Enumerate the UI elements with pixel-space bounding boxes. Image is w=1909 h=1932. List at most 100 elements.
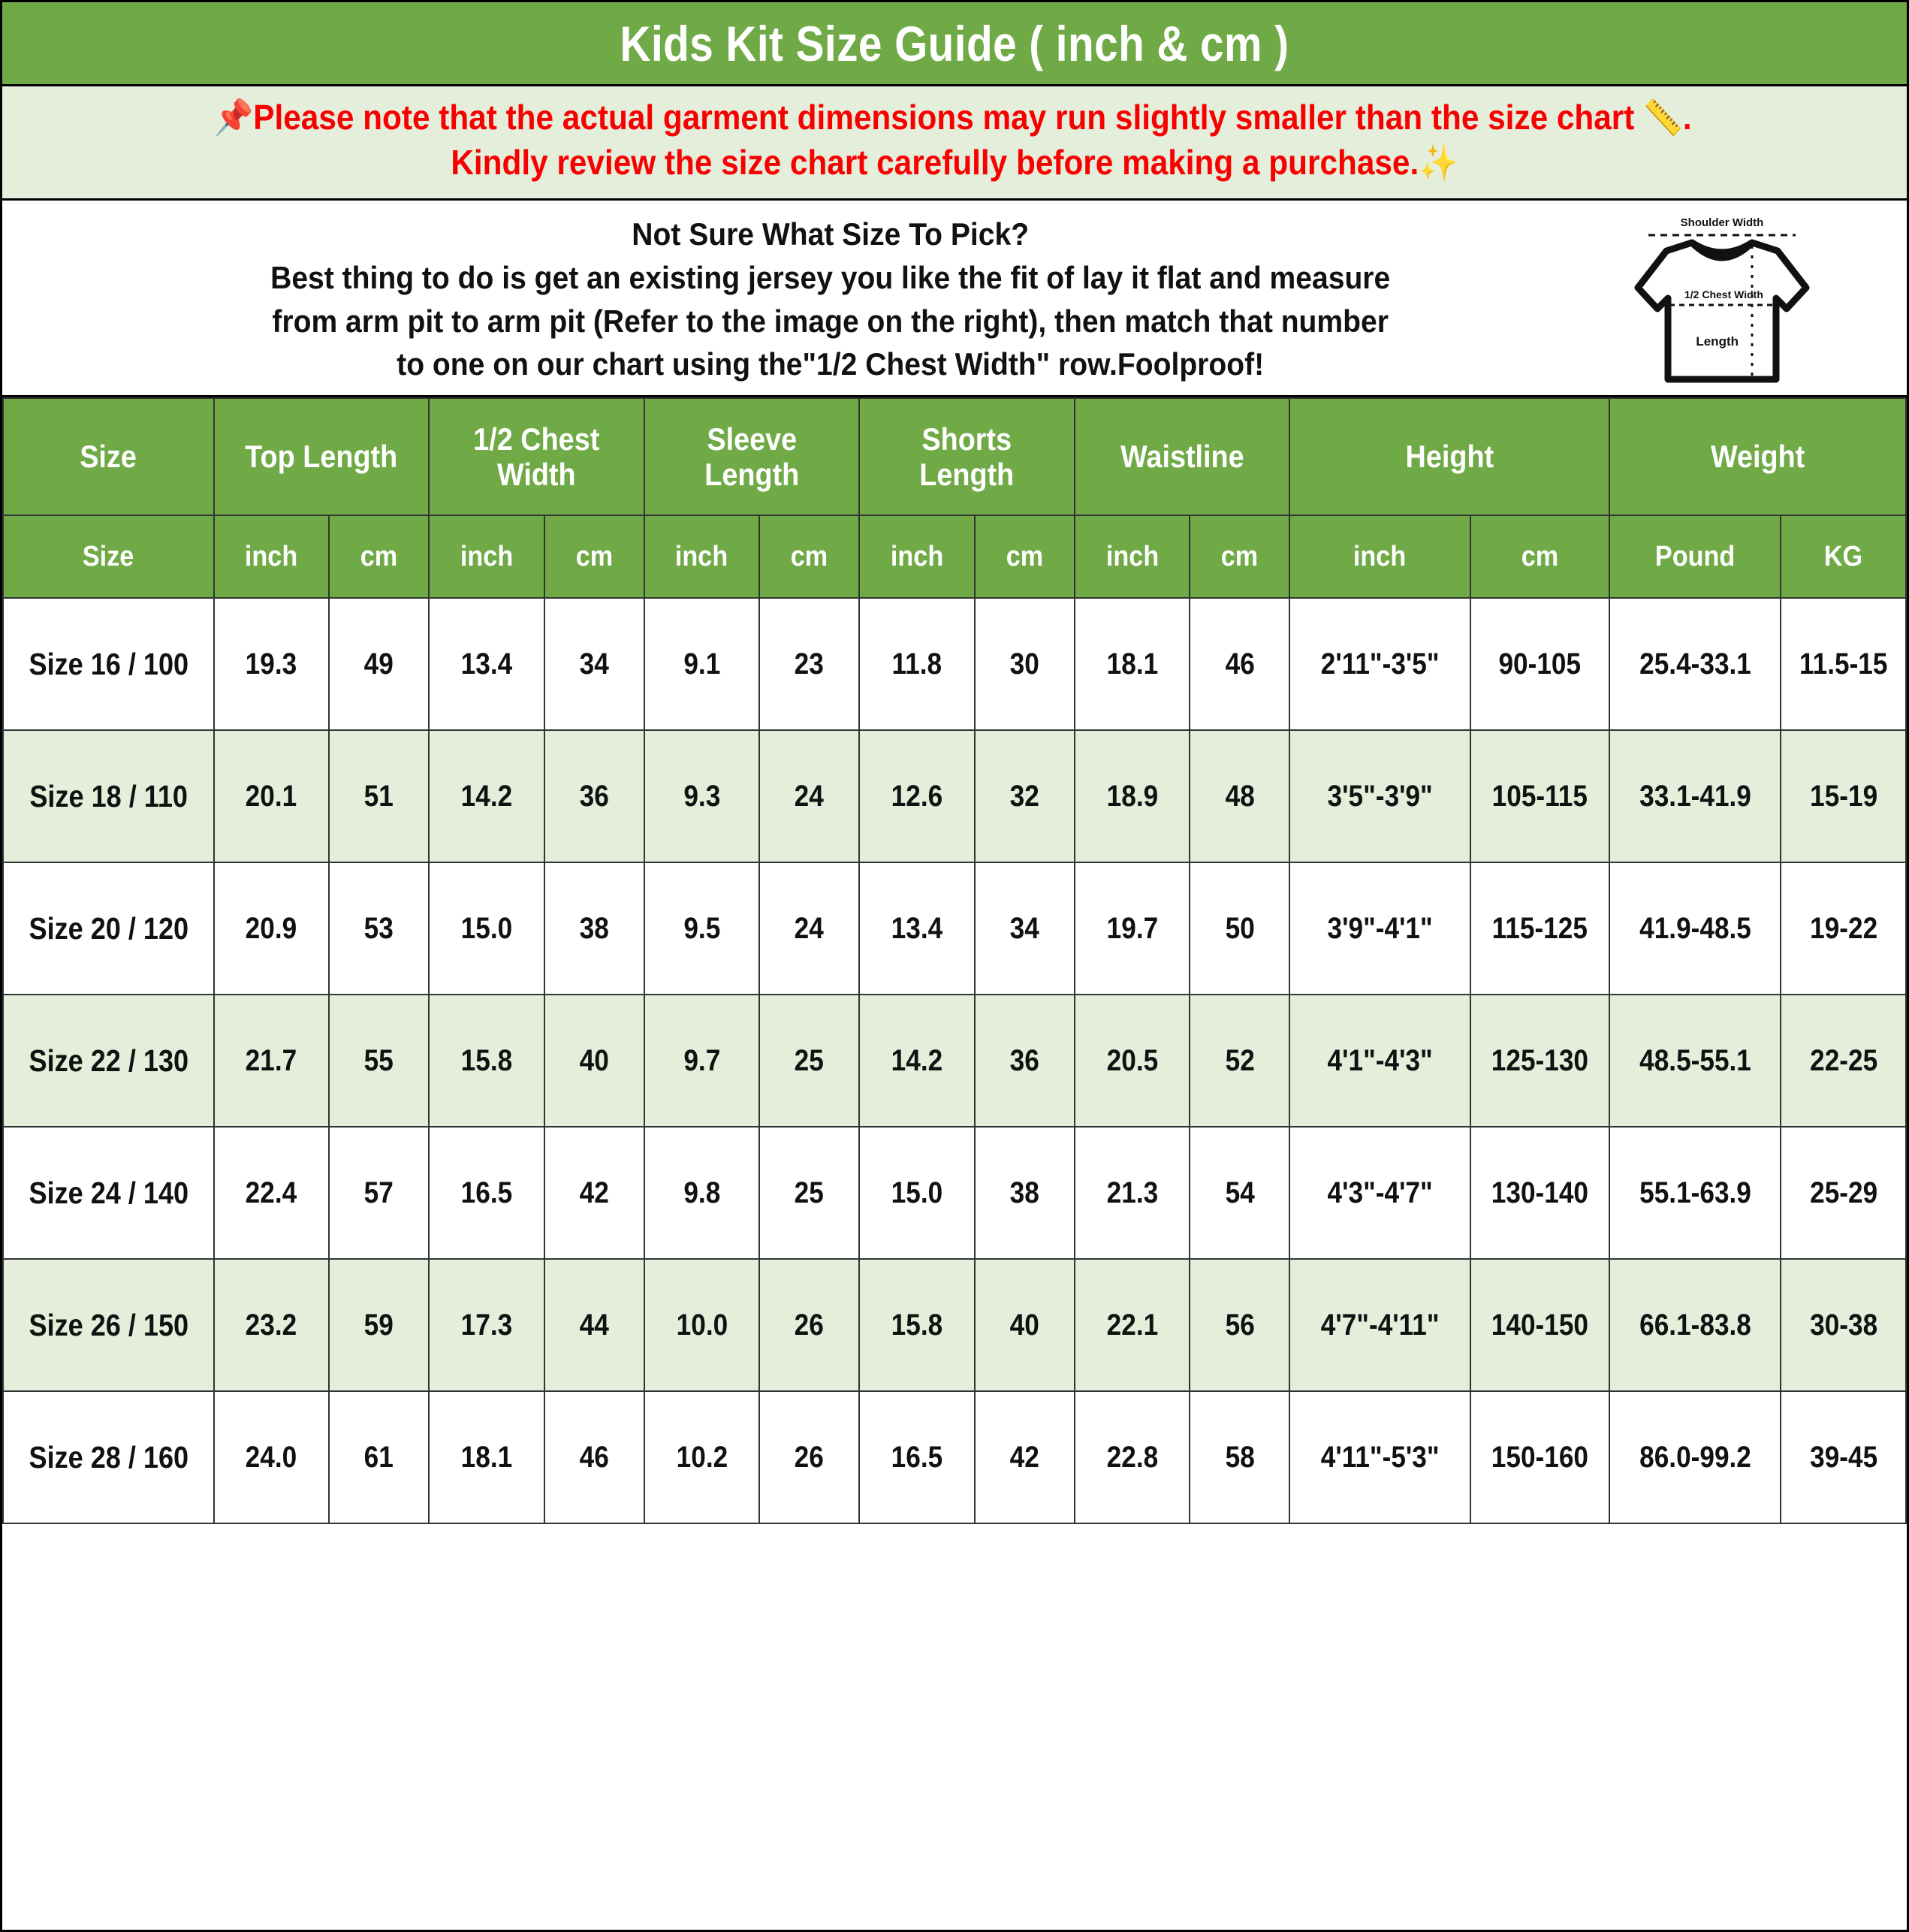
unit-header-4: cm: [543, 515, 645, 599]
row-size-label: Size 28 / 160: [2, 1390, 215, 1524]
cell-value: 15.0: [891, 1176, 943, 1209]
unit-header-11: inch: [1289, 515, 1471, 599]
table-cell: 26: [758, 1258, 861, 1392]
table-cell: 9.7: [643, 994, 761, 1128]
group-header-waistline: Waistline: [1073, 397, 1291, 516]
cell-value: 52: [1225, 1043, 1255, 1077]
notice-line-2: Kindly review the size chart carefully b…: [451, 140, 1458, 186]
unit-header-label: cm: [1221, 540, 1259, 572]
cell-value: 9.1: [683, 647, 720, 681]
table-cell: 15.0: [428, 862, 545, 995]
info-line-1: Best thing to do is get an existing jers…: [270, 259, 1391, 295]
table-cell: 30: [973, 597, 1075, 731]
group-header-label: Height: [1405, 439, 1494, 475]
row-size-label: Size 22 / 130: [2, 994, 215, 1128]
table-cell: 3'9"-4'1": [1289, 862, 1471, 995]
row-size-label: Size 26 / 150: [2, 1258, 215, 1392]
unit-header-label: cm: [1521, 540, 1559, 572]
tshirt-outline-icon: [1634, 239, 1810, 383]
row-size-label: Size 18 / 110: [2, 729, 215, 863]
table-cell: 15.8: [428, 994, 545, 1128]
cell-value: 14.2: [891, 1043, 943, 1077]
cell-value: 58: [1225, 1440, 1255, 1474]
cell-value: 10.0: [676, 1308, 728, 1342]
cell-value: 16.5: [460, 1176, 513, 1209]
cell-value: 15.0: [460, 911, 513, 945]
unit-header-10: cm: [1189, 515, 1291, 599]
cell-value: 13.4: [460, 647, 513, 681]
group-header-sleeve-length: Sleeve Length: [643, 397, 861, 516]
table-cell: 22.1: [1073, 1258, 1191, 1392]
table-cell: 49: [328, 597, 430, 731]
page-title: Kids Kit Size Guide ( inch & cm ): [620, 15, 1289, 71]
unit-header-label: inch: [890, 540, 944, 572]
table-cell: 24: [758, 729, 861, 863]
unit-header-label: cm: [791, 540, 828, 572]
table-cell: 20.5: [1073, 994, 1191, 1128]
pushpin-icon: 📌: [213, 97, 254, 137]
cell-value: 26: [795, 1308, 825, 1342]
info-line-3: to one on our chart using the"1/2 Chest …: [397, 346, 1265, 382]
cell-value: 2'11"-3'5": [1320, 647, 1440, 681]
cell-value: 14.2: [460, 779, 513, 813]
cell-value: 20.9: [246, 911, 297, 945]
table-cell: 115-125: [1469, 862, 1611, 995]
table-cell: 54: [1189, 1126, 1291, 1260]
cell-value: Size 20 / 120: [28, 910, 188, 946]
cell-value: 19-22: [1809, 911, 1877, 945]
table-cell: 105-115: [1469, 729, 1611, 863]
cell-value: Size 18 / 110: [29, 778, 188, 814]
cell-value: 18.1: [460, 1440, 513, 1474]
unit-header-label: inch: [1353, 540, 1407, 572]
unit-header-label: cm: [1006, 540, 1044, 572]
cell-value: 42: [579, 1176, 609, 1209]
table-head: Size Top Length 1/2 Chest Width Sleeve Leng…: [2, 397, 1907, 599]
cell-value: 21.3: [1106, 1176, 1158, 1209]
unit-header-0: Size: [2, 515, 215, 599]
table-cell: 20.1: [213, 729, 330, 863]
cell-value: 19.7: [1106, 911, 1158, 945]
table-cell: 40: [973, 1258, 1075, 1392]
table-cell: 24: [758, 862, 861, 995]
table-cell: 16.5: [858, 1390, 976, 1524]
table-cell: 2'11"-3'5": [1289, 597, 1471, 731]
table-cell: 3'5"-3'9": [1289, 729, 1471, 863]
row-size-label: Size 24 / 140: [2, 1126, 215, 1260]
table-cell: 36: [973, 994, 1075, 1128]
table-row: Size 24 / 140 22.4 57 16.5 42 9.8 25 15.0 38 21.3…: [2, 1126, 1907, 1260]
table-cell: 22-25: [1780, 994, 1907, 1128]
cell-value: 18.1: [1106, 647, 1158, 681]
unit-header-5: inch: [643, 515, 761, 599]
table-cell: 9.5: [643, 862, 761, 995]
table-row: Size 28 / 160 24.0 61 18.1 46 10.2 26 16.5 42 22.…: [2, 1390, 1907, 1524]
unit-header-label: KG: [1824, 540, 1863, 572]
table-cell: 42: [543, 1126, 645, 1260]
unit-header-label: Pound: [1655, 540, 1736, 572]
cell-value: 9.3: [683, 779, 720, 813]
cell-value: 36: [579, 779, 609, 813]
table-cell: 66.1-83.8: [1609, 1258, 1782, 1392]
table-cell: 19.3: [213, 597, 330, 731]
table-cell: 26: [758, 1390, 861, 1524]
cell-value: 16.5: [891, 1440, 943, 1474]
table-cell: 61: [328, 1390, 430, 1524]
cell-value: 4'7"-4'11": [1320, 1308, 1440, 1342]
cell-value: 12.6: [891, 779, 943, 813]
unit-header-label: cm: [360, 540, 398, 572]
table-cell: 19.7: [1073, 862, 1191, 995]
cell-value: 41.9-48.5: [1639, 911, 1751, 945]
table-cell: 41.9-48.5: [1609, 862, 1782, 995]
table-cell: 14.2: [428, 729, 545, 863]
table-cell: 9.3: [643, 729, 761, 863]
table-cell: 18.1: [428, 1390, 545, 1524]
table-cell: 11.8: [858, 597, 976, 731]
cell-value: 86.0-99.2: [1639, 1440, 1751, 1474]
unit-header-label: inch: [675, 540, 728, 572]
table-cell: 11.5-15: [1780, 597, 1907, 731]
table-cell: 25: [758, 994, 861, 1128]
group-header-label: Weight: [1710, 439, 1805, 475]
table-cell: 38: [543, 862, 645, 995]
cell-value: 59: [364, 1308, 394, 1342]
table-cell: 140-150: [1469, 1258, 1611, 1392]
table-cell: 55: [328, 994, 430, 1128]
